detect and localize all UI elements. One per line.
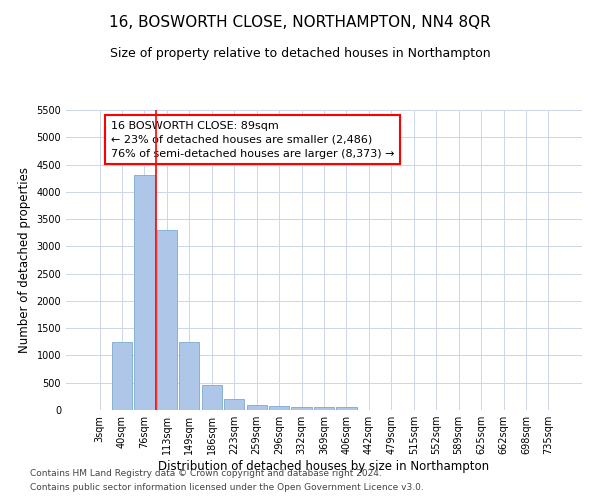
Y-axis label: Number of detached properties: Number of detached properties (18, 167, 31, 353)
Text: 16, BOSWORTH CLOSE, NORTHAMPTON, NN4 8QR: 16, BOSWORTH CLOSE, NORTHAMPTON, NN4 8QR (109, 15, 491, 30)
Text: Size of property relative to detached houses in Northampton: Size of property relative to detached ho… (110, 48, 490, 60)
Bar (269, 406, 289, 410)
Bar (337, 407, 356, 410)
X-axis label: Distribution of detached houses by size in Northampton: Distribution of detached houses by size … (158, 460, 490, 473)
Bar (314, 407, 334, 410)
Text: Contains HM Land Registry data © Crown copyright and database right 2024.: Contains HM Land Registry data © Crown c… (30, 468, 382, 477)
Bar (157, 230, 177, 410)
Bar (247, 404, 267, 410)
Text: 16 BOSWORTH CLOSE: 89sqm
← 23% of detached houses are smaller (2,486)
76% of sem: 16 BOSWORTH CLOSE: 89sqm ← 23% of detach… (111, 121, 394, 159)
Bar (202, 386, 222, 410)
Bar (224, 399, 244, 410)
Bar (134, 176, 155, 410)
Bar (112, 342, 132, 410)
Bar (179, 342, 199, 410)
Bar (292, 406, 311, 410)
Text: Contains public sector information licensed under the Open Government Licence v3: Contains public sector information licen… (30, 484, 424, 492)
